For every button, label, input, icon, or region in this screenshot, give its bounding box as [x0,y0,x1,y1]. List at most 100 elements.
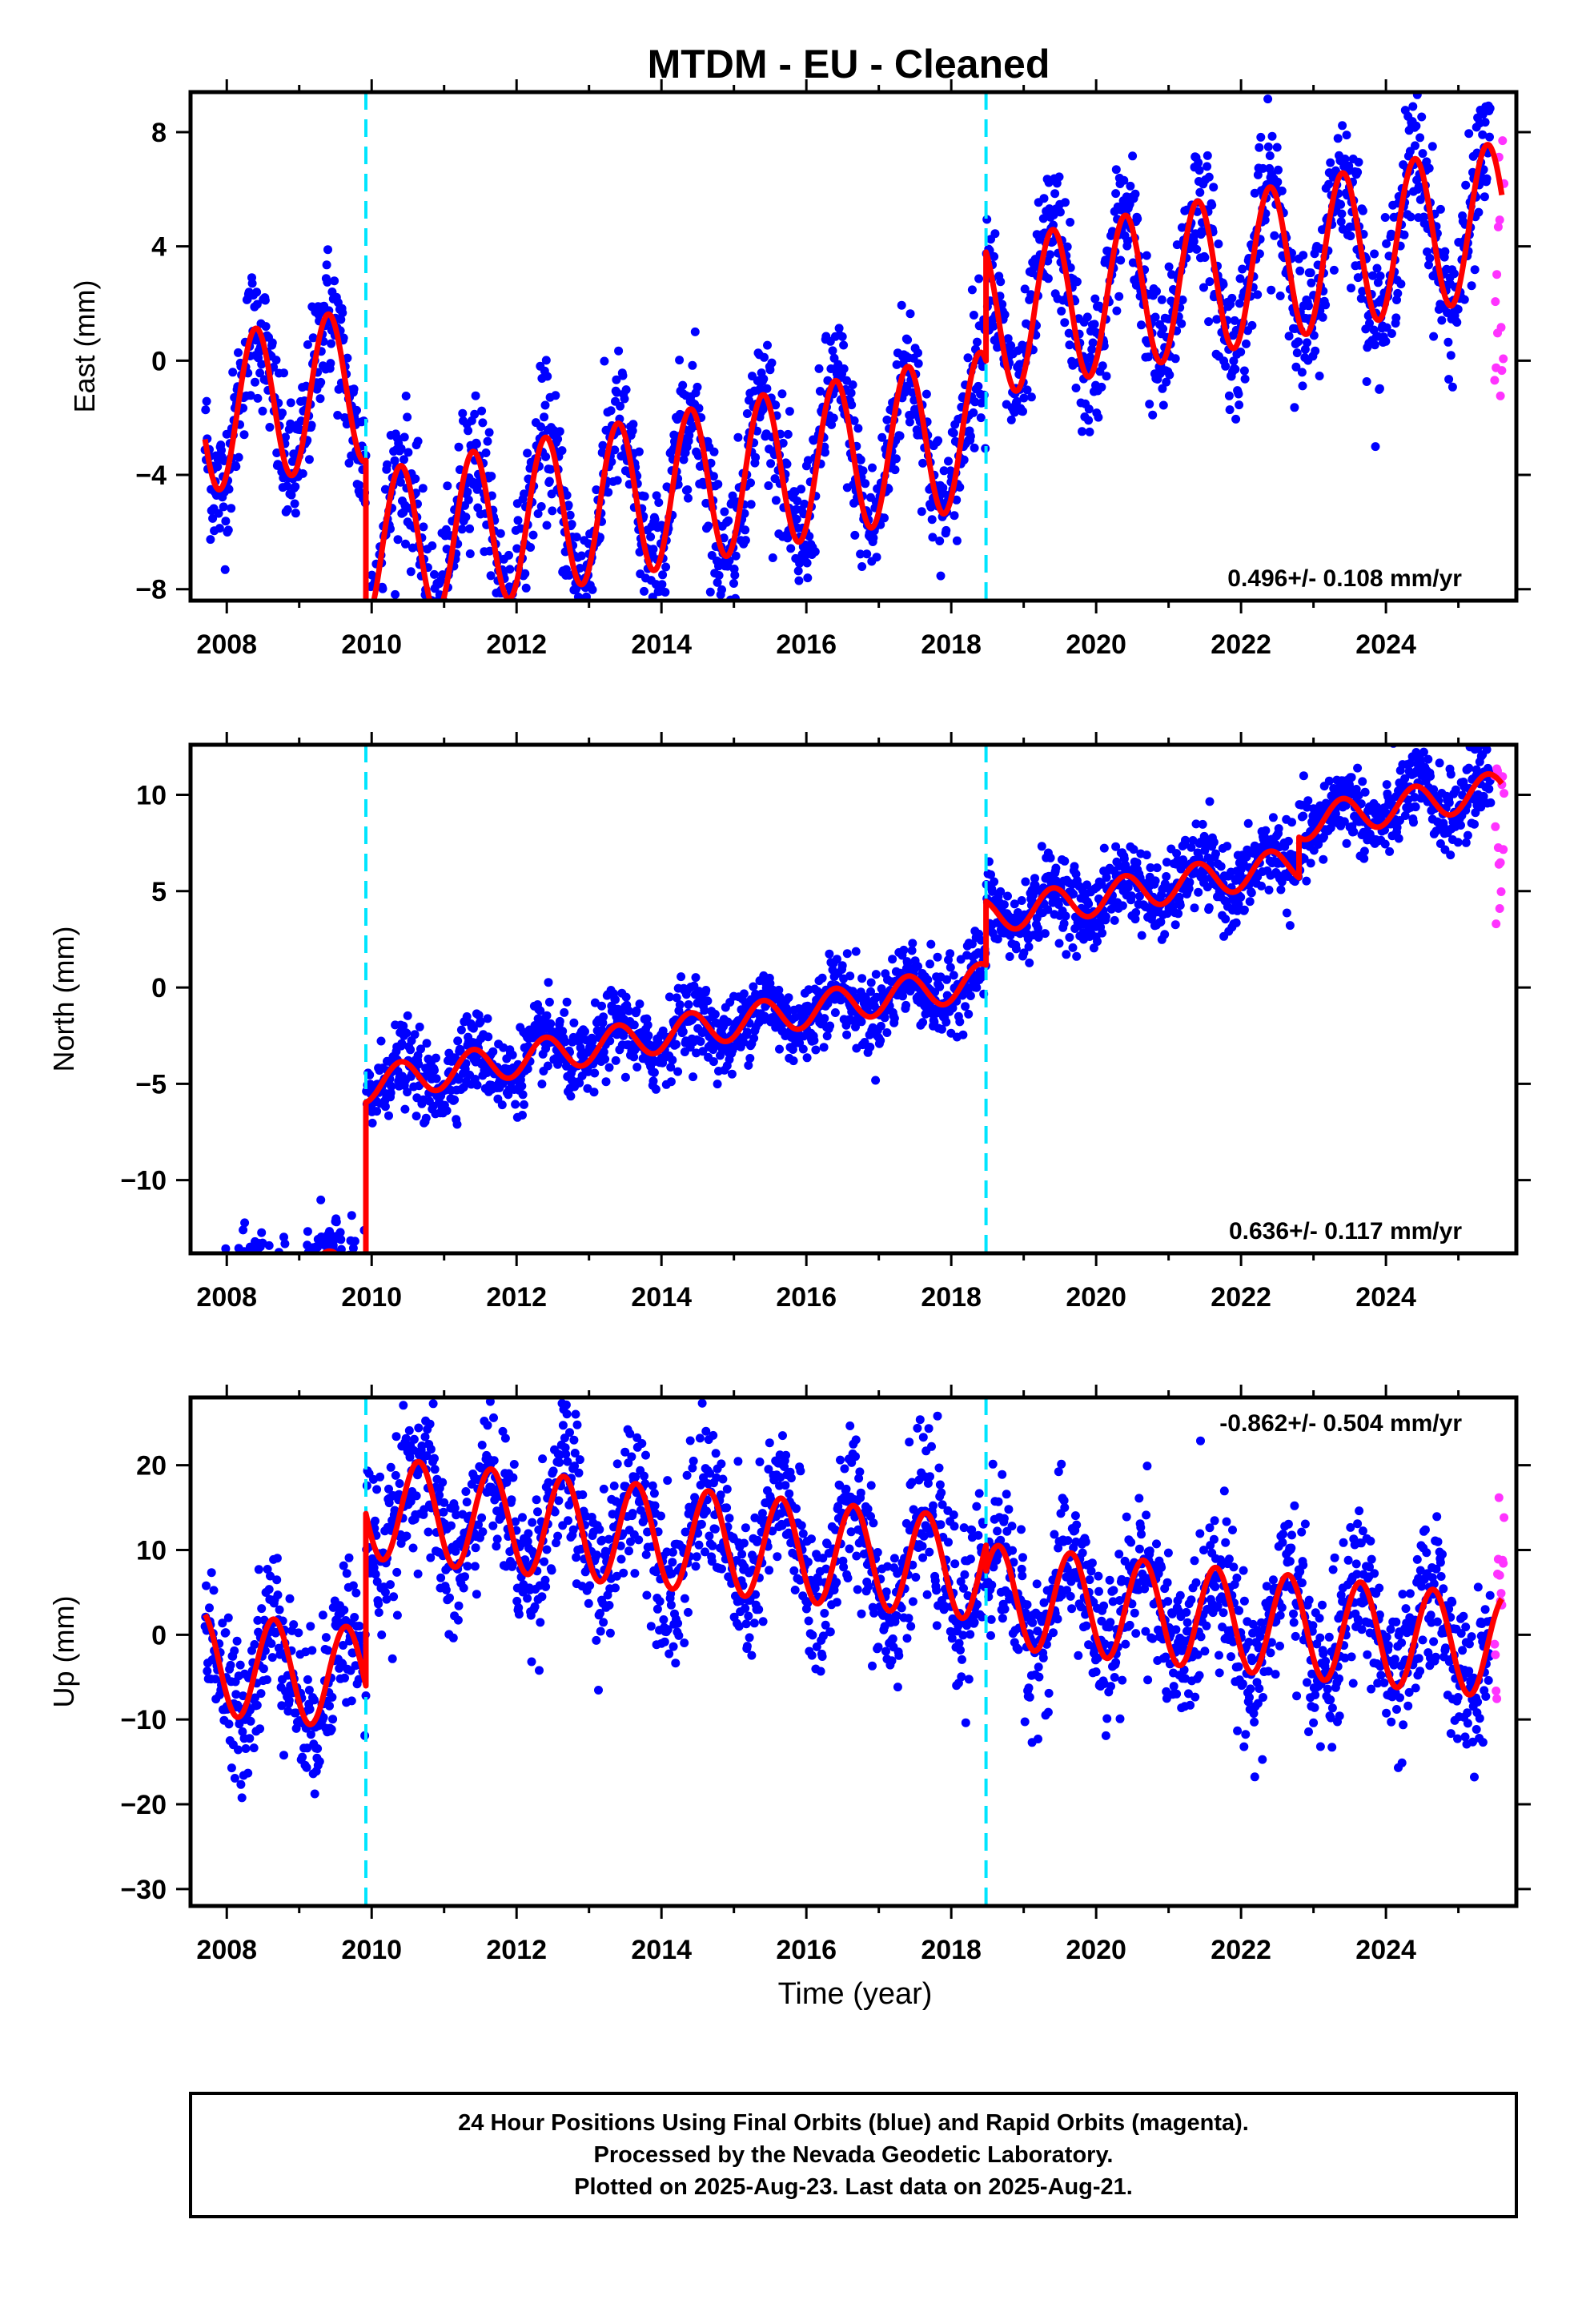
final-orbit-point [343,1258,351,1267]
final-orbit-point [944,456,953,465]
final-orbit-point [504,551,513,560]
final-orbit-point [1128,151,1137,160]
final-orbit-point [548,506,556,515]
final-orbit-point [1371,442,1380,451]
final-orbit-point [1214,239,1223,248]
final-orbit-point [706,588,715,597]
final-orbit-point [265,1261,274,1270]
final-orbit-point [1006,952,1014,961]
final-orbit-point [318,1274,327,1283]
final-orbit-point [283,505,292,514]
final-orbit-point [291,1308,300,1317]
final-orbit-point [1311,347,1319,356]
y-tick-label: 4 [151,232,167,263]
final-orbit-point [1062,911,1070,920]
final-orbit-point [1336,200,1345,209]
final-orbit-point [950,428,958,437]
final-orbit-point [432,1074,441,1083]
final-orbit-point [729,579,738,588]
final-orbit-point [602,1077,611,1086]
final-orbit-point [600,1055,609,1063]
final-orbit-point [282,1265,291,1274]
x-tick-label: 2010 [341,629,402,660]
final-orbit-point [1445,798,1454,807]
final-orbit-point [709,1057,718,1066]
final-orbit-point [368,1119,377,1128]
final-orbit-point [728,1070,737,1079]
final-orbit-point [426,625,435,634]
chart-title: MTDM - EU - Cleaned [648,42,1050,86]
final-orbit-point [775,1045,784,1054]
final-orbit-point [820,1043,829,1051]
final-orbit-point [815,364,824,373]
final-orbit-point [263,1271,271,1280]
final-orbit-point [577,552,586,561]
rapid-orbit-point [1497,323,1506,332]
final-orbit-point [443,1106,452,1115]
final-orbit-point [923,975,932,984]
final-orbit-point [543,372,552,381]
final-orbit-point [1217,862,1226,870]
final-orbit-point [1295,267,1304,275]
final-orbit-point [621,1073,630,1082]
final-orbit-point [1003,892,1012,901]
final-orbit-point [464,426,472,435]
final-orbit-point [253,394,262,403]
final-orbit-point [1474,208,1483,217]
final-orbit-point [676,1000,685,1009]
final-orbit-point [247,1260,255,1269]
final-orbit-point [1353,764,1362,773]
final-orbit-point [383,460,391,469]
final-orbit-point [276,1260,285,1269]
final-orbit-point [679,1027,688,1036]
final-orbit-point [228,368,237,376]
final-orbit-point [1221,362,1230,371]
final-orbit-point [1343,839,1351,848]
final-orbit-point [842,1031,851,1039]
x-tick-label: 2022 [1211,1282,1271,1313]
final-orbit-point [1253,290,1262,299]
y-tick-label: 8 [151,118,167,148]
final-orbit-point [926,959,934,968]
final-orbit-point [216,1328,225,1337]
final-orbit-point [935,537,944,545]
final-orbit-point [400,1105,409,1114]
final-orbit-point [1443,338,1452,347]
final-orbit-point [1363,377,1371,386]
final-orbit-point [1232,919,1241,927]
final-orbit-point [685,1000,693,1009]
final-orbit-point [327,340,335,348]
final-orbit-point [416,1023,424,1031]
final-orbit-point [344,1266,353,1275]
final-orbit-point [1211,850,1220,858]
final-orbit-point [259,1255,267,1264]
final-orbit-point [316,378,325,387]
final-orbit-point [785,407,794,416]
final-orbit-point [214,1312,223,1321]
final-orbit-point [339,1255,348,1264]
final-orbit-point [1264,143,1273,151]
final-orbit-point [1158,296,1166,304]
final-orbit-point [203,1667,211,1675]
final-orbit-point [588,585,597,594]
final-orbit-point [794,566,803,575]
final-orbit-point [275,1301,284,1310]
final-orbit-point [384,1112,393,1120]
final-orbit-point [1371,340,1379,349]
final-orbit-point [518,1111,527,1120]
north-panel: 2008 2010 2012 2014 2016 2018 2020 2022 2024−10−… [47,732,1531,1345]
final-orbit-point [303,1227,312,1236]
final-orbit-point [1145,400,1154,408]
final-orbit-point [264,1269,273,1278]
final-orbit-point [440,619,448,628]
final-orbit-point [928,515,937,524]
final-orbit-point [262,322,271,331]
final-orbit-point [1159,401,1168,410]
final-orbit-point [1462,838,1471,847]
final-orbit-point [1126,182,1134,191]
final-orbit-point [1246,897,1255,906]
final-orbit-point [741,536,750,545]
final-orbit-point [541,401,550,410]
final-orbit-point [1471,265,1480,274]
final-orbit-point [478,418,487,427]
